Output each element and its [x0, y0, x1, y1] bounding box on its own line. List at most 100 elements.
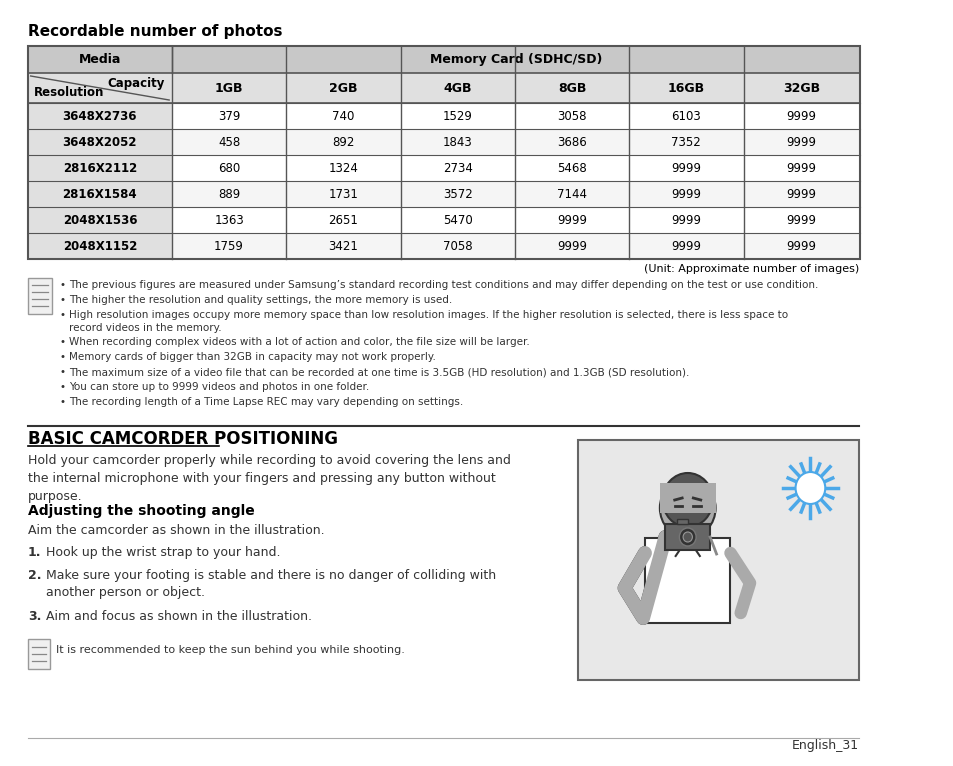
Text: 7058: 7058: [442, 240, 472, 253]
Text: 3.: 3.: [28, 610, 41, 623]
Text: The maximum size of a video file that can be recorded at one time is 3.5GB (HD r: The maximum size of a video file that ca…: [69, 367, 688, 377]
Text: English_31: English_31: [791, 739, 858, 752]
Text: Capacity: Capacity: [107, 77, 164, 90]
Bar: [28, 639, 51, 669]
Text: 3572: 3572: [442, 188, 472, 201]
Text: High resolution images occupy more memory space than low resolution images. If t: High resolution images occupy more memor…: [69, 310, 787, 332]
Bar: [28, 155, 859, 181]
Bar: [578, 440, 858, 680]
Text: 9999: 9999: [786, 162, 816, 175]
Text: 2048X1152: 2048X1152: [63, 240, 137, 253]
Bar: [28, 181, 859, 207]
Circle shape: [679, 528, 696, 546]
Text: 889: 889: [217, 188, 240, 201]
Text: 3421: 3421: [328, 240, 358, 253]
Text: 4GB: 4GB: [443, 81, 472, 94]
Text: 3058: 3058: [557, 110, 586, 123]
Text: 1529: 1529: [442, 110, 472, 123]
Text: Hold your camcorder properly while recording to avoid covering the lens and
the : Hold your camcorder properly while recor…: [28, 454, 510, 503]
Text: 9999: 9999: [786, 188, 816, 201]
Bar: [28, 181, 172, 207]
Text: (Unit: Approximate number of images): (Unit: Approximate number of images): [643, 264, 859, 274]
Text: 2GB: 2GB: [329, 81, 357, 94]
Bar: [28, 233, 172, 259]
Text: 9999: 9999: [671, 214, 700, 227]
Text: •: •: [59, 280, 66, 290]
Text: Recordable number of photos: Recordable number of photos: [28, 24, 282, 39]
Text: 2816X1584: 2816X1584: [63, 188, 137, 201]
Text: You can store up to 9999 videos and photos in one folder.: You can store up to 9999 videos and phot…: [69, 382, 369, 392]
Bar: [28, 46, 859, 259]
Text: Make sure your footing is stable and there is no danger of colliding with
anothe: Make sure your footing is stable and the…: [47, 569, 497, 599]
Text: Memory cards of bigger than 32GB in capacity may not work properly.: Memory cards of bigger than 32GB in capa…: [69, 352, 436, 362]
Text: 2048X1536: 2048X1536: [63, 214, 137, 227]
Bar: [659, 483, 715, 513]
Text: 9999: 9999: [671, 188, 700, 201]
Text: 3648X2736: 3648X2736: [63, 110, 137, 123]
Circle shape: [682, 532, 692, 542]
Text: 379: 379: [217, 110, 240, 123]
Text: 740: 740: [332, 110, 355, 123]
Text: BASIC CAMCORDER POSITIONING: BASIC CAMCORDER POSITIONING: [28, 430, 337, 448]
Text: 680: 680: [217, 162, 240, 175]
Text: 9999: 9999: [557, 240, 586, 253]
Text: •: •: [59, 352, 66, 362]
Text: 2.: 2.: [28, 569, 41, 582]
Text: 1324: 1324: [328, 162, 358, 175]
Text: 6103: 6103: [671, 110, 700, 123]
Bar: [172, 73, 859, 103]
Text: •: •: [59, 382, 66, 392]
Text: 892: 892: [332, 136, 355, 149]
Text: 3686: 3686: [557, 136, 586, 149]
Text: 1843: 1843: [442, 136, 472, 149]
Bar: [28, 46, 859, 73]
Text: Resolution: Resolution: [33, 86, 104, 99]
Bar: [28, 129, 172, 155]
Text: 9999: 9999: [786, 240, 816, 253]
Text: 9999: 9999: [557, 214, 586, 227]
Text: Adjusting the shooting angle: Adjusting the shooting angle: [28, 504, 254, 518]
Circle shape: [659, 478, 715, 538]
Text: When recording complex videos with a lot of action and color, the file size will: When recording complex videos with a lot…: [69, 337, 529, 347]
Bar: [28, 207, 172, 233]
Circle shape: [662, 473, 712, 527]
Text: 9999: 9999: [671, 162, 700, 175]
Text: 5468: 5468: [557, 162, 586, 175]
Text: 458: 458: [217, 136, 240, 149]
Text: 9999: 9999: [786, 110, 816, 123]
Text: 1759: 1759: [213, 240, 244, 253]
Bar: [28, 233, 859, 259]
Text: 2734: 2734: [442, 162, 472, 175]
Text: 9999: 9999: [671, 240, 700, 253]
Text: 3648X2052: 3648X2052: [63, 136, 137, 149]
Text: Hook up the wrist strap to your hand.: Hook up the wrist strap to your hand.: [47, 546, 281, 559]
Text: •: •: [59, 367, 66, 377]
Text: 9999: 9999: [786, 136, 816, 149]
Bar: [28, 207, 859, 233]
Text: 16GB: 16GB: [667, 81, 704, 94]
Text: Media: Media: [79, 53, 121, 66]
Bar: [644, 538, 730, 623]
Text: It is recommended to keep the sun behind you while shooting.: It is recommended to keep the sun behind…: [55, 645, 404, 655]
Text: 1363: 1363: [214, 214, 244, 227]
Text: 1.: 1.: [28, 546, 41, 559]
Bar: [665, 524, 709, 550]
Text: •: •: [59, 295, 66, 305]
Text: 7144: 7144: [557, 188, 586, 201]
Bar: [28, 103, 859, 129]
Bar: [28, 155, 172, 181]
Bar: [28, 73, 172, 103]
Text: The recording length of a Time Lapse REC may vary depending on settings.: The recording length of a Time Lapse REC…: [69, 397, 462, 407]
Bar: [676, 519, 687, 524]
Text: •: •: [59, 337, 66, 347]
Circle shape: [795, 472, 824, 504]
Text: The higher the resolution and quality settings, the more memory is used.: The higher the resolution and quality se…: [69, 295, 452, 305]
Bar: [28, 129, 859, 155]
Text: •: •: [59, 397, 66, 407]
Text: Aim the camcorder as shown in the illustration.: Aim the camcorder as shown in the illust…: [28, 524, 324, 537]
Text: The previous figures are measured under Samsung’s standard recording test condit: The previous figures are measured under …: [69, 280, 818, 290]
Bar: [28, 278, 52, 314]
Text: Aim and focus as shown in the illustration.: Aim and focus as shown in the illustrati…: [47, 610, 313, 623]
Text: Memory Card (SDHC/SD): Memory Card (SDHC/SD): [429, 53, 601, 66]
Text: 9999: 9999: [786, 214, 816, 227]
